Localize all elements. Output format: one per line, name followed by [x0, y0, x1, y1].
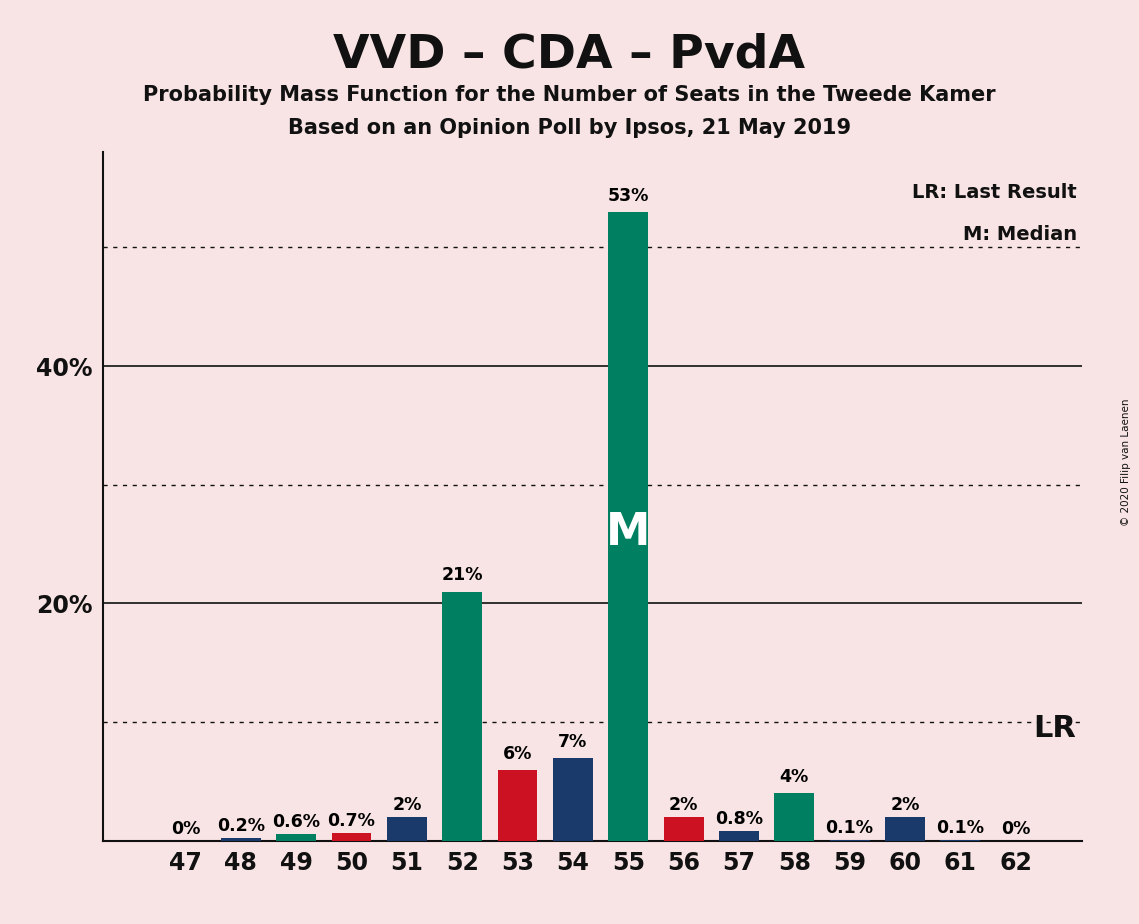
Bar	[442, 591, 482, 841]
Text: 0.8%: 0.8%	[715, 810, 763, 829]
Text: 0%: 0%	[171, 820, 200, 838]
Bar	[608, 212, 648, 841]
Text: 7%: 7%	[558, 733, 588, 750]
Bar	[221, 838, 261, 841]
Bar	[941, 840, 981, 841]
Text: 0.7%: 0.7%	[328, 811, 376, 830]
Text: 53%: 53%	[607, 187, 649, 205]
Text: 0.2%: 0.2%	[216, 818, 265, 835]
Text: 21%: 21%	[442, 566, 483, 585]
Bar	[554, 758, 592, 841]
Bar	[719, 832, 759, 841]
Text: 4%: 4%	[780, 768, 809, 786]
Bar	[775, 794, 814, 841]
Text: Based on an Opinion Poll by Ipsos, 21 May 2019: Based on an Opinion Poll by Ipsos, 21 Ma…	[288, 118, 851, 139]
Text: 0.1%: 0.1%	[936, 819, 984, 837]
Bar	[277, 833, 317, 841]
Bar	[387, 817, 427, 841]
Bar	[885, 817, 925, 841]
Text: LR: Last Result: LR: Last Result	[912, 184, 1077, 202]
Bar	[829, 840, 869, 841]
Text: 0%: 0%	[1001, 820, 1031, 838]
Text: 2%: 2%	[669, 796, 698, 814]
Text: M: M	[606, 511, 650, 553]
Text: © 2020 Filip van Laenen: © 2020 Filip van Laenen	[1121, 398, 1131, 526]
Text: 2%: 2%	[891, 796, 919, 814]
Text: M: Median: M: Median	[964, 225, 1077, 244]
Text: Probability Mass Function for the Number of Seats in the Tweede Kamer: Probability Mass Function for the Number…	[144, 85, 995, 105]
Bar	[331, 833, 371, 841]
Text: 0.1%: 0.1%	[826, 819, 874, 837]
Text: 0.6%: 0.6%	[272, 813, 320, 831]
Text: LR: LR	[1033, 713, 1076, 743]
Bar	[664, 817, 704, 841]
Text: 6%: 6%	[503, 745, 532, 762]
Text: VVD – CDA – PvdA: VVD – CDA – PvdA	[334, 32, 805, 78]
Bar	[498, 770, 538, 841]
Text: 2%: 2%	[392, 796, 421, 814]
